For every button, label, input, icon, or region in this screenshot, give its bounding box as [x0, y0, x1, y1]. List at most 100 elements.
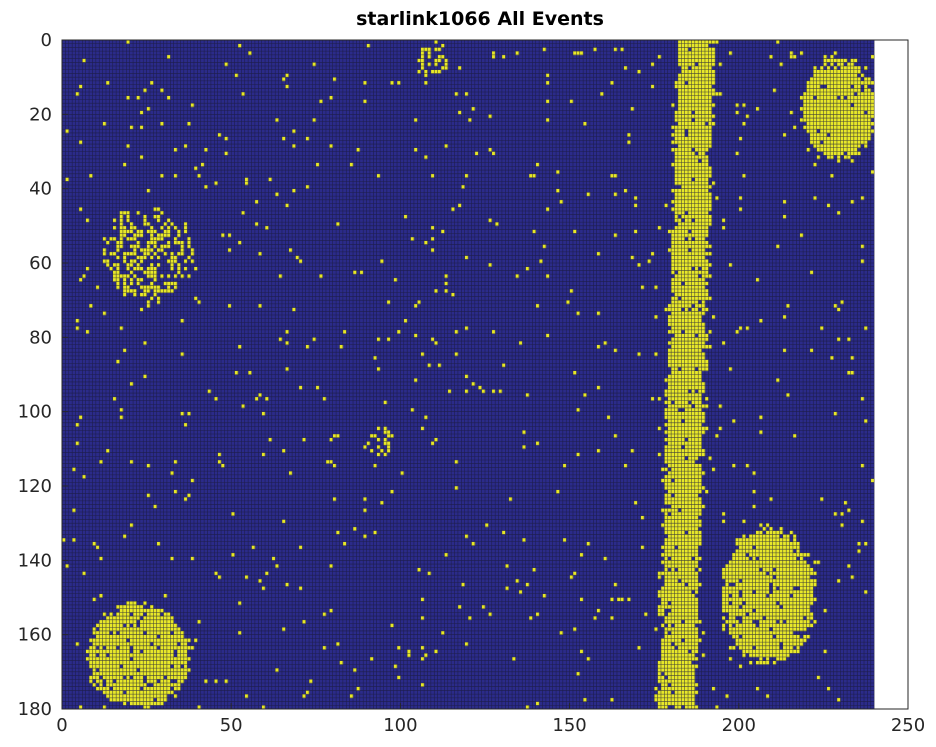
- event-cell: [674, 233, 679, 238]
- event-cell: [694, 303, 699, 308]
- event-cell: [691, 132, 696, 137]
- event-cell: [667, 564, 672, 569]
- event-cell: [820, 129, 824, 134]
- event-cell: [332, 433, 337, 438]
- event-cell: [691, 411, 696, 416]
- event-cell: [688, 80, 692, 85]
- event-cell: [704, 155, 709, 160]
- event-cell: [738, 623, 743, 628]
- event-cell: [864, 132, 868, 137]
- event-cell: [694, 188, 699, 193]
- event-cell: [691, 482, 696, 487]
- event-cell: [136, 690, 141, 695]
- event-cell: [677, 493, 682, 498]
- event-cell: [742, 645, 746, 650]
- event-cell: [708, 114, 713, 119]
- event-cell: [708, 125, 713, 130]
- event-cell: [664, 668, 669, 673]
- event-cell: [674, 352, 679, 357]
- event-cell: [674, 590, 679, 595]
- event-cell: [102, 656, 107, 661]
- event-cell: [160, 686, 164, 691]
- event-cell: [681, 656, 685, 661]
- event-cell: [867, 95, 872, 100]
- event-cell: [109, 638, 114, 643]
- event-cell: [674, 114, 679, 119]
- event-cell: [681, 106, 685, 111]
- event-cell: [156, 664, 161, 669]
- event-cell: [748, 627, 753, 632]
- event-cell: [160, 679, 164, 684]
- event-cell: [177, 675, 181, 680]
- event-cell: [691, 545, 696, 550]
- event-cell: [95, 642, 100, 647]
- event-cell: [143, 270, 147, 275]
- event-cell: [677, 251, 682, 256]
- event-cell: [166, 675, 171, 680]
- event-cell: [688, 526, 692, 531]
- event-cell: [782, 645, 787, 650]
- event-cell: [704, 80, 709, 85]
- event-cell: [769, 645, 773, 650]
- event-cell: [664, 500, 669, 505]
- event-cell: [505, 586, 509, 591]
- event-cell: [177, 656, 181, 661]
- event-cell: [701, 355, 706, 360]
- event-cell: [698, 162, 702, 167]
- event-cell: [677, 422, 682, 427]
- event-cell: [285, 329, 290, 334]
- event-cell: [684, 92, 689, 97]
- event-cell: [762, 601, 767, 606]
- event-cell: [850, 575, 855, 580]
- event-cell: [95, 660, 100, 665]
- event-cell: [153, 638, 158, 643]
- event-cell: [698, 341, 702, 346]
- event-cell: [481, 604, 486, 609]
- event-cell: [694, 92, 699, 97]
- event-cell: [667, 612, 672, 617]
- event-cell: [847, 118, 851, 123]
- event-cell: [799, 627, 804, 632]
- event-cell: [667, 627, 672, 632]
- event-cell: [674, 560, 679, 565]
- event-cell: [830, 114, 834, 119]
- event-cell: [525, 705, 530, 710]
- event-cell: [667, 590, 672, 595]
- event-cell: [684, 441, 689, 446]
- event-cell: [701, 333, 706, 338]
- event-cell: [667, 526, 672, 531]
- event-cell: [691, 106, 696, 111]
- event-cell: [694, 147, 699, 152]
- event-cell: [112, 627, 117, 632]
- event-cell: [701, 630, 706, 635]
- event-cell: [129, 222, 134, 227]
- event-cell: [677, 233, 682, 238]
- event-cell: [708, 84, 713, 89]
- event-cell: [759, 634, 763, 639]
- event-cell: [704, 233, 709, 238]
- event-cell: [694, 344, 699, 349]
- event-cell: [116, 623, 120, 628]
- event-cell: [684, 289, 689, 294]
- event-cell: [725, 586, 729, 591]
- event-cell: [742, 586, 746, 591]
- event-cell: [677, 47, 682, 52]
- event-cell: [694, 315, 699, 320]
- event-cell: [677, 229, 682, 234]
- event-cell: [153, 660, 158, 665]
- event-cell: [183, 645, 188, 650]
- event-cell: [823, 54, 828, 59]
- event-cell: [836, 121, 841, 126]
- event-cell: [806, 597, 811, 602]
- event-cell: [671, 419, 675, 424]
- event-cell: [826, 99, 831, 104]
- event-cell: [688, 471, 692, 476]
- event-cell: [684, 660, 689, 665]
- event-cell: [701, 504, 706, 509]
- event-cell: [694, 374, 699, 379]
- event-cell: [674, 244, 679, 249]
- event-cell: [684, 292, 689, 297]
- event-cell: [109, 653, 114, 658]
- event-cell: [840, 88, 845, 93]
- event-cell: [336, 530, 340, 535]
